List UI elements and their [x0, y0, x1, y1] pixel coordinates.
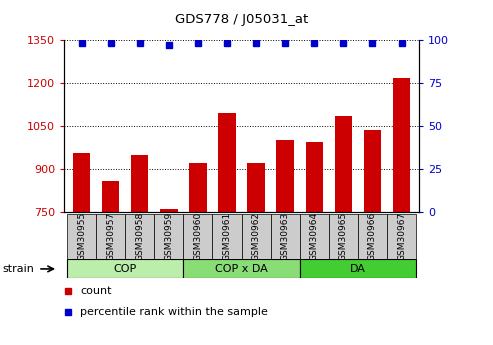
Text: DA: DA	[350, 264, 366, 274]
Bar	[358, 214, 387, 259]
Bar	[242, 214, 271, 259]
Text: GSM30967: GSM30967	[397, 212, 406, 261]
Bar	[96, 214, 125, 259]
Bar	[247, 163, 265, 212]
Text: GSM30955: GSM30955	[77, 212, 86, 261]
Bar	[300, 259, 416, 278]
Bar	[189, 163, 207, 212]
Bar	[329, 214, 358, 259]
Bar	[277, 140, 294, 212]
Bar	[125, 214, 154, 259]
Bar	[131, 155, 148, 212]
Bar	[364, 130, 381, 212]
Bar	[67, 259, 183, 278]
Text: GSM30962: GSM30962	[251, 212, 261, 261]
Bar	[67, 214, 96, 259]
Bar	[335, 116, 352, 212]
Text: COP: COP	[113, 264, 137, 274]
Text: GSM30961: GSM30961	[222, 212, 232, 261]
Bar	[160, 209, 177, 212]
Text: GDS778 / J05031_at: GDS778 / J05031_at	[175, 13, 308, 26]
Text: GSM30963: GSM30963	[281, 212, 290, 261]
Bar	[183, 259, 300, 278]
Bar	[102, 181, 119, 212]
Text: GSM30958: GSM30958	[135, 212, 144, 261]
Text: COP x DA: COP x DA	[215, 264, 268, 274]
Bar	[183, 214, 212, 259]
Text: GSM30965: GSM30965	[339, 212, 348, 261]
Text: strain: strain	[2, 264, 35, 274]
Bar	[393, 78, 410, 212]
Bar	[212, 214, 242, 259]
Bar	[218, 113, 236, 212]
Text: GSM30960: GSM30960	[193, 212, 203, 261]
Text: percentile rank within the sample: percentile rank within the sample	[80, 307, 268, 317]
Bar	[306, 142, 323, 212]
Bar	[73, 153, 90, 212]
Text: GSM30966: GSM30966	[368, 212, 377, 261]
Text: GSM30959: GSM30959	[164, 212, 174, 261]
Bar	[300, 214, 329, 259]
Bar	[387, 214, 416, 259]
Text: count: count	[80, 286, 111, 296]
Bar	[154, 214, 183, 259]
Bar	[271, 214, 300, 259]
Text: GSM30964: GSM30964	[310, 212, 319, 261]
Text: GSM30957: GSM30957	[106, 212, 115, 261]
